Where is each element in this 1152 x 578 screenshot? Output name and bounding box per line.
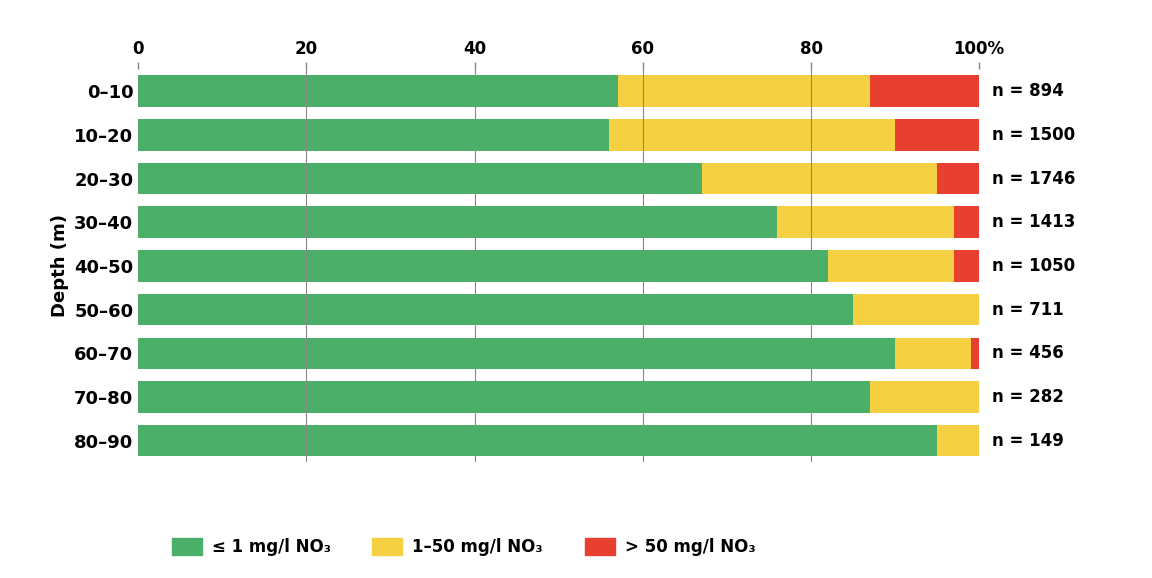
Bar bbox=[138, 425, 937, 456]
Text: n = 282: n = 282 bbox=[992, 388, 1063, 406]
Bar bbox=[937, 163, 979, 194]
Bar bbox=[617, 76, 870, 107]
Bar bbox=[138, 76, 617, 107]
Text: n = 149: n = 149 bbox=[992, 432, 1063, 450]
Bar bbox=[870, 381, 979, 413]
Bar bbox=[138, 338, 895, 369]
Text: n = 1500: n = 1500 bbox=[992, 126, 1075, 144]
Bar bbox=[852, 294, 979, 325]
Bar bbox=[870, 76, 979, 107]
Bar bbox=[138, 119, 609, 151]
Bar bbox=[954, 250, 979, 281]
Bar bbox=[954, 206, 979, 238]
Bar bbox=[609, 119, 895, 151]
Bar bbox=[138, 381, 870, 413]
Text: n = 894: n = 894 bbox=[992, 82, 1063, 100]
Text: n = 1746: n = 1746 bbox=[992, 169, 1075, 187]
Bar bbox=[828, 250, 954, 281]
Bar bbox=[138, 163, 702, 194]
Text: n = 1050: n = 1050 bbox=[992, 257, 1075, 275]
Bar bbox=[971, 338, 979, 369]
Text: n = 1413: n = 1413 bbox=[992, 213, 1075, 231]
Bar bbox=[702, 163, 937, 194]
Text: n = 711: n = 711 bbox=[992, 301, 1063, 318]
Bar bbox=[138, 294, 852, 325]
Bar bbox=[138, 250, 828, 281]
Bar bbox=[778, 206, 954, 238]
Bar bbox=[138, 206, 778, 238]
Legend: ≤ 1 mg/l NO₃, 1–50 mg/l NO₃, > 50 mg/l NO₃: ≤ 1 mg/l NO₃, 1–50 mg/l NO₃, > 50 mg/l N… bbox=[164, 529, 764, 564]
Y-axis label: Depth (m): Depth (m) bbox=[51, 214, 69, 317]
Bar bbox=[937, 425, 979, 456]
Bar bbox=[895, 119, 979, 151]
Bar bbox=[895, 338, 971, 369]
Text: n = 456: n = 456 bbox=[992, 344, 1063, 362]
